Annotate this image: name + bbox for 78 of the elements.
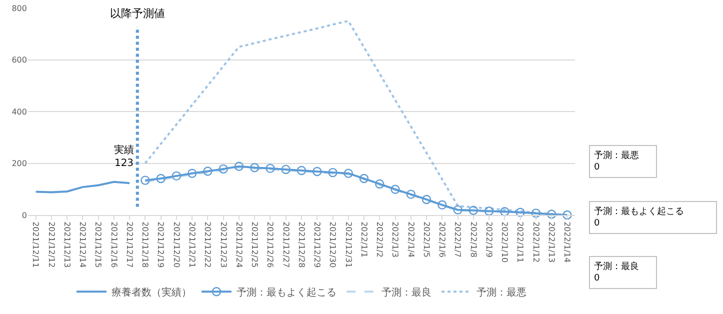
point: [468, 206, 478, 215]
x-tick-label: 2021/12/14: [78, 222, 88, 268]
x-tick-label: 2022/1/12: [531, 222, 540, 263]
point: [406, 190, 416, 199]
text: 予測：最良 0: [594, 261, 639, 284]
ref-line-label: 以降予測値: [110, 7, 165, 20]
y-tick-label: 600: [12, 56, 27, 65]
point: [203, 166, 212, 176]
legend-label: 予測：最もよく起こる: [236, 286, 336, 298]
point: [234, 162, 244, 171]
x-tick-label: 2022/1/7: [453, 222, 462, 258]
line-series: [34, 180, 131, 194]
x-tick-label: 2022/1/14: [562, 222, 572, 263]
x-tick-label: 2022/1/4: [406, 222, 416, 258]
x-tick-label: 2021/12/26: [266, 222, 275, 268]
x-tick-label: 2021/12/13: [62, 222, 72, 268]
text: 予測：最悪 0: [594, 150, 639, 173]
x-tick-label: 2022/1/1: [359, 222, 368, 258]
text: 予測：最もよく起こる 0: [594, 206, 684, 229]
x-tick-label: 2021/12/29: [312, 222, 322, 268]
point: [266, 164, 275, 174]
point: [484, 206, 494, 216]
x-tick-label: 2022/1/2: [375, 222, 384, 258]
x-tick-label: 2021/12/23: [218, 222, 228, 268]
point: [375, 179, 384, 189]
x-tick-label: 2021/12/22: [203, 222, 212, 268]
point: [500, 207, 510, 216]
x-tick-label: 2022/1/8: [468, 222, 478, 258]
legend-label: 療養者数（実績）: [112, 286, 192, 298]
point: [438, 200, 447, 210]
x-tick-label: 2021/12/20: [172, 222, 181, 268]
x-tick-label: 2021/12/25: [250, 222, 260, 268]
point: [140, 176, 150, 185]
x-tick-label: 2021/12/12: [46, 222, 56, 268]
point: [172, 171, 182, 181]
annotation: 実績 123: [114, 144, 134, 169]
y-tick-label: 400: [12, 107, 27, 116]
point: [453, 205, 462, 214]
legend-label: 予測：最良: [382, 286, 432, 298]
point: [516, 208, 525, 218]
point: [281, 164, 290, 174]
point: [359, 174, 369, 184]
point: [312, 166, 322, 176]
point: [218, 164, 228, 174]
x-tick-label: 2022/1/10: [500, 222, 510, 263]
point: [390, 184, 400, 194]
point: [344, 168, 353, 178]
x-tick-label: 2021/12/11: [31, 222, 40, 268]
x-tick-label: 2021/12/28: [296, 222, 306, 268]
x-tick-label: 2021/12/27: [281, 222, 290, 268]
point: [188, 168, 197, 178]
x-tick-label: 2022/1/9: [484, 222, 494, 258]
point: [328, 168, 338, 178]
x-tick-label: 2021/12/21: [188, 222, 196, 268]
x-tick-label: 2022/1/11: [516, 222, 525, 263]
x-tick-label: 2021/12/17: [124, 222, 134, 268]
legend-label: 予測：最悪: [476, 286, 526, 298]
x-tick-label: 2021/12/18: [140, 222, 150, 268]
x-tick-label: 2021/12/16: [109, 222, 118, 268]
point: [531, 208, 541, 218]
y-tick-label: 200: [12, 159, 27, 168]
point: [156, 174, 166, 184]
x-tick-label: 2022/1/13: [546, 222, 556, 263]
y-tick-label: 0: [22, 210, 27, 220]
point: [296, 166, 306, 176]
x-tick-label: 2021/12/15: [94, 222, 103, 268]
x-tick-label: 2021/12/31: [344, 222, 353, 268]
point: [422, 194, 432, 204]
x-tick-label: 2022/1/6: [438, 222, 447, 258]
x-tick-label: 2022/1/3: [390, 222, 400, 258]
x-tick-label: 2021/12/19: [156, 222, 166, 268]
point: [250, 163, 260, 172]
x-tick-label: 2022/1/5: [422, 222, 431, 258]
x-tick-label: 2021/12/24: [234, 222, 244, 268]
x-tick-label: 2021/12/30: [328, 222, 338, 268]
y-tick-label: 800: [12, 4, 27, 13]
point: [546, 210, 556, 219]
point: [562, 210, 572, 220]
